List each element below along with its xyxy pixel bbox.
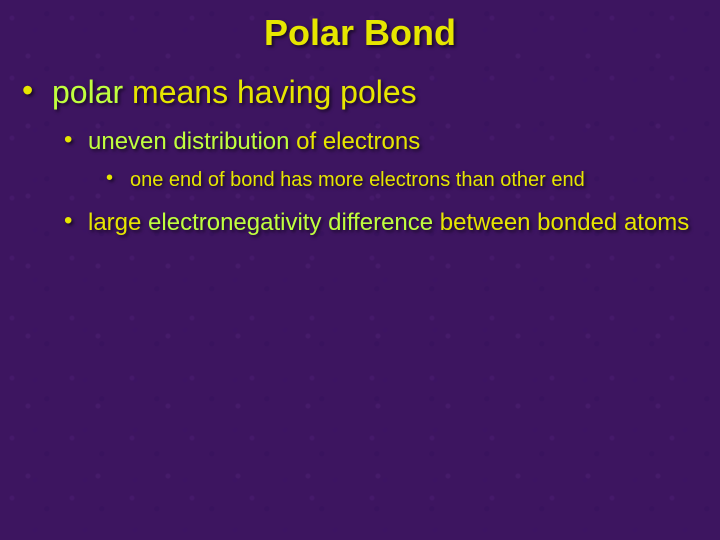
bullet-dot-icon: • — [18, 72, 52, 109]
body-text: of electrons — [289, 128, 420, 155]
bullet-text: uneven distribution of electrons — [88, 126, 720, 157]
emphasis-text: uneven distribution — [88, 128, 289, 155]
body-text: means having poles — [123, 74, 417, 110]
bullet-level-3: • one end of bond has more electrons tha… — [104, 167, 720, 193]
bullet-level-2: • large electronegativity difference bet… — [62, 207, 720, 238]
slide: Polar Bond • polar means having poles • … — [0, 0, 720, 540]
bullet-dot-icon: • — [62, 126, 88, 154]
slide-title: Polar Bond — [0, 12, 720, 54]
bullet-text: large electronegativity difference betwe… — [88, 207, 720, 238]
bullet-text: polar means having poles — [52, 72, 720, 112]
bullet-dot-icon: • — [104, 167, 130, 190]
emphasis-text: polar — [52, 74, 123, 110]
bullet-level-1: • polar means having poles — [18, 72, 720, 112]
body-text: large — [88, 209, 148, 236]
bullet-text: one end of bond has more electrons than … — [130, 167, 720, 193]
bullet-level-2: • uneven distribution of electrons — [62, 126, 720, 157]
emphasis-text: electronegativity difference — [148, 209, 433, 236]
bullet-dot-icon: • — [62, 207, 88, 235]
body-text: between bonded atoms — [433, 209, 689, 236]
